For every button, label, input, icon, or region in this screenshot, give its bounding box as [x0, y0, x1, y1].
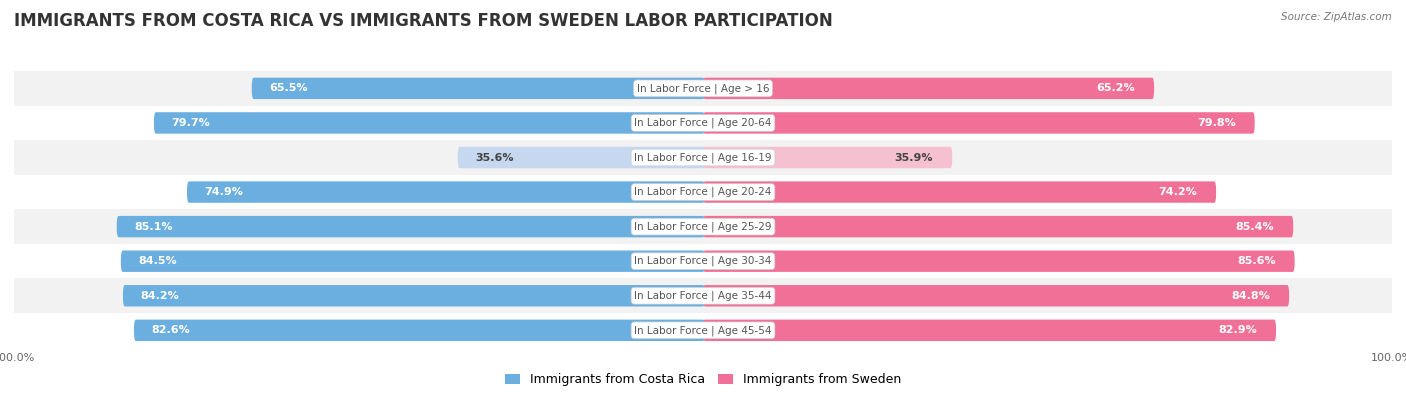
- Text: In Labor Force | Age 20-64: In Labor Force | Age 20-64: [634, 118, 772, 128]
- Text: 65.2%: 65.2%: [1097, 83, 1135, 93]
- Bar: [14, 313, 1392, 348]
- Text: In Labor Force | Age 20-24: In Labor Force | Age 20-24: [634, 187, 772, 198]
- FancyBboxPatch shape: [703, 147, 952, 168]
- Bar: [14, 71, 1392, 106]
- FancyBboxPatch shape: [703, 285, 1289, 307]
- Text: 84.2%: 84.2%: [141, 291, 179, 301]
- Text: 79.8%: 79.8%: [1197, 118, 1236, 128]
- Text: 84.8%: 84.8%: [1232, 291, 1270, 301]
- Text: 85.1%: 85.1%: [134, 222, 173, 231]
- FancyBboxPatch shape: [121, 250, 704, 272]
- FancyBboxPatch shape: [458, 147, 704, 168]
- FancyBboxPatch shape: [117, 216, 704, 237]
- FancyBboxPatch shape: [703, 320, 1277, 341]
- Bar: [14, 106, 1392, 140]
- Text: 35.9%: 35.9%: [894, 152, 934, 162]
- Text: 35.6%: 35.6%: [475, 152, 513, 162]
- FancyBboxPatch shape: [122, 285, 704, 307]
- FancyBboxPatch shape: [703, 216, 1294, 237]
- FancyBboxPatch shape: [252, 78, 704, 99]
- Bar: [14, 209, 1392, 244]
- FancyBboxPatch shape: [134, 320, 704, 341]
- Text: 74.2%: 74.2%: [1159, 187, 1197, 197]
- FancyBboxPatch shape: [187, 181, 704, 203]
- Text: 79.7%: 79.7%: [172, 118, 209, 128]
- FancyBboxPatch shape: [703, 78, 1154, 99]
- Text: In Labor Force | Age 16-19: In Labor Force | Age 16-19: [634, 152, 772, 163]
- Text: In Labor Force | Age 45-54: In Labor Force | Age 45-54: [634, 325, 772, 336]
- Text: 84.5%: 84.5%: [138, 256, 177, 266]
- FancyBboxPatch shape: [703, 250, 1295, 272]
- Text: 85.6%: 85.6%: [1237, 256, 1275, 266]
- Text: In Labor Force | Age 30-34: In Labor Force | Age 30-34: [634, 256, 772, 267]
- Text: In Labor Force | Age 35-44: In Labor Force | Age 35-44: [634, 290, 772, 301]
- Text: In Labor Force | Age 25-29: In Labor Force | Age 25-29: [634, 221, 772, 232]
- FancyBboxPatch shape: [703, 181, 1216, 203]
- Text: 82.6%: 82.6%: [152, 325, 190, 335]
- Text: 74.9%: 74.9%: [204, 187, 243, 197]
- Text: IMMIGRANTS FROM COSTA RICA VS IMMIGRANTS FROM SWEDEN LABOR PARTICIPATION: IMMIGRANTS FROM COSTA RICA VS IMMIGRANTS…: [14, 12, 832, 30]
- Text: 65.5%: 65.5%: [269, 83, 308, 93]
- FancyBboxPatch shape: [703, 112, 1254, 134]
- Text: 85.4%: 85.4%: [1236, 222, 1274, 231]
- Legend: Immigrants from Costa Rica, Immigrants from Sweden: Immigrants from Costa Rica, Immigrants f…: [501, 368, 905, 391]
- Bar: [14, 175, 1392, 209]
- Text: In Labor Force | Age > 16: In Labor Force | Age > 16: [637, 83, 769, 94]
- FancyBboxPatch shape: [153, 112, 704, 134]
- Text: Source: ZipAtlas.com: Source: ZipAtlas.com: [1281, 12, 1392, 22]
- Bar: [14, 278, 1392, 313]
- Bar: [14, 140, 1392, 175]
- Bar: [14, 244, 1392, 278]
- Text: 82.9%: 82.9%: [1218, 325, 1257, 335]
